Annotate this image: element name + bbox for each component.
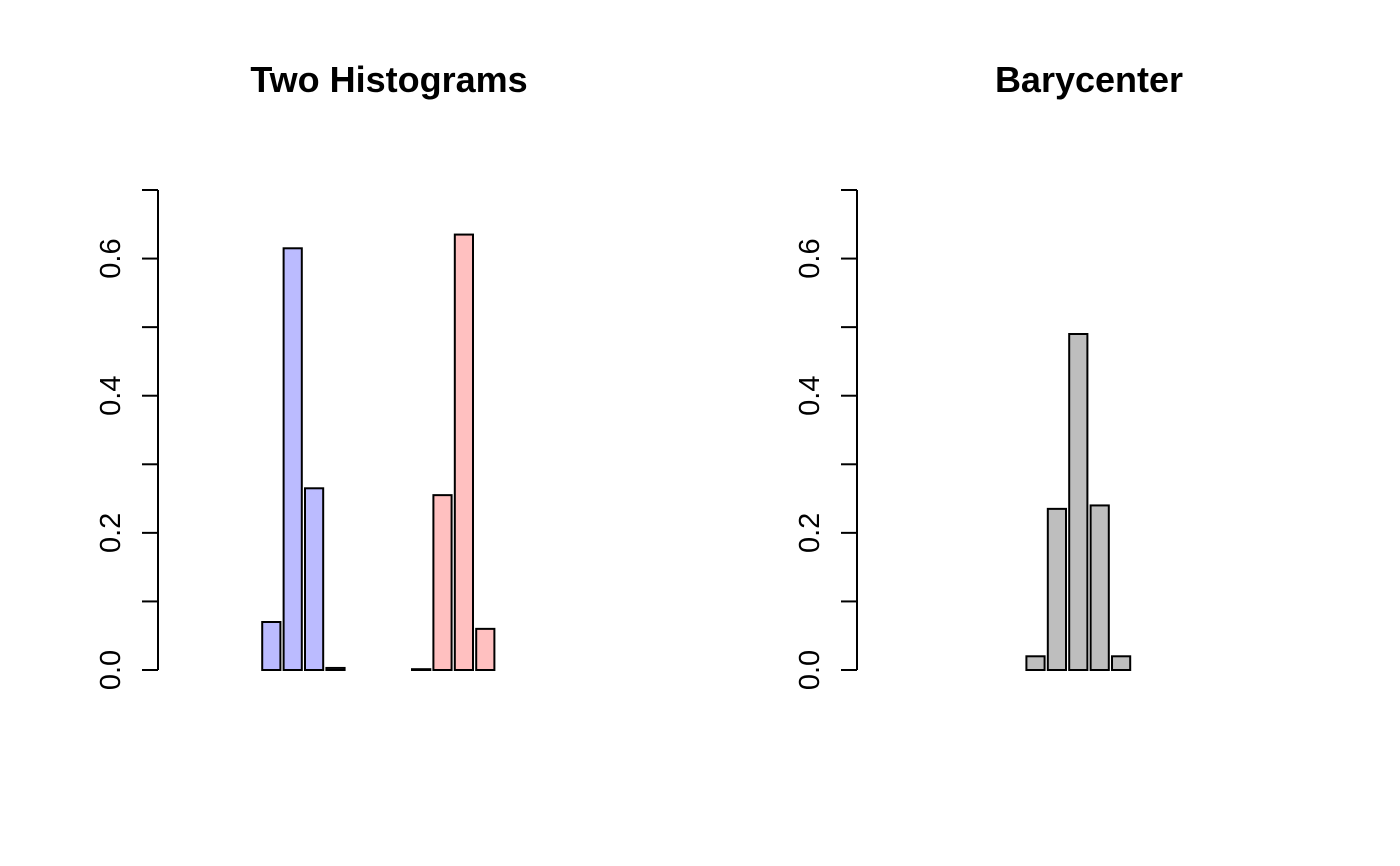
bar-series-1-14 bbox=[475, 627, 496, 671]
bar-series-0-9 bbox=[1068, 333, 1089, 671]
y-tick-label: 0.4 bbox=[95, 376, 127, 416]
bar-series-0-10 bbox=[1089, 504, 1110, 671]
bar-series-0-8 bbox=[1046, 507, 1068, 671]
y-tick-label: 0.4 bbox=[794, 376, 826, 416]
bar-series-0-5 bbox=[282, 247, 303, 671]
bar-series-0-11 bbox=[1111, 655, 1132, 671]
bar-series-1-12 bbox=[432, 494, 453, 672]
bar-series-1-13 bbox=[453, 233, 474, 671]
bar-series-1-11 bbox=[411, 668, 432, 671]
y-tick-label: 0.2 bbox=[95, 513, 127, 553]
chart-title: Two Histograms bbox=[250, 59, 527, 100]
y-tick-label: 0.2 bbox=[794, 513, 826, 553]
panel-two-histograms: Two Histograms 0.0 0.2 0.4 0.6 bbox=[95, 59, 528, 690]
bar-series-0-7 bbox=[1025, 655, 1046, 671]
y-tick-label: 0.6 bbox=[794, 238, 826, 278]
y-tick-label: 0.0 bbox=[794, 650, 826, 690]
bar-series-0-4 bbox=[261, 621, 282, 671]
y-tick-label: 0.0 bbox=[95, 650, 127, 690]
y-tick-label: 0.6 bbox=[95, 238, 127, 278]
bar-series-0-7 bbox=[325, 666, 346, 672]
bar-series-0-6 bbox=[304, 487, 325, 672]
chart-title: Barycenter bbox=[995, 59, 1183, 100]
panel-barycenter: Barycenter 0.0 0.2 0.4 0.6 bbox=[794, 59, 1183, 690]
